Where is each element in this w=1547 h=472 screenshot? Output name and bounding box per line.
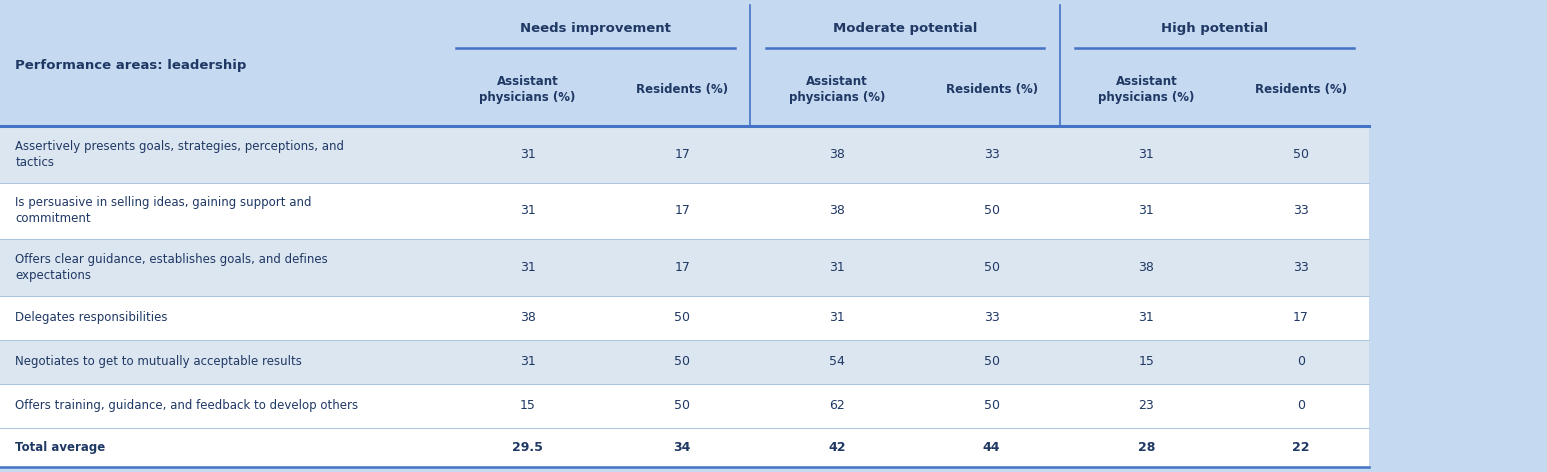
- Text: 15: 15: [1139, 355, 1154, 368]
- Text: 0: 0: [1296, 399, 1306, 412]
- Bar: [0, 295, 1369, 340]
- Text: 50: 50: [674, 355, 690, 368]
- Text: 28: 28: [1137, 441, 1156, 454]
- Text: 33: 33: [1293, 261, 1309, 274]
- Text: 29.5: 29.5: [512, 441, 543, 454]
- Text: Assistant
physicians (%): Assistant physicians (%): [480, 75, 575, 104]
- Text: 50: 50: [674, 399, 690, 412]
- Text: 50: 50: [984, 355, 999, 368]
- Text: Performance areas: leadership: Performance areas: leadership: [15, 59, 248, 72]
- Bar: [0, 5, 1369, 53]
- Text: 17: 17: [1293, 311, 1309, 324]
- Text: Moderate potential: Moderate potential: [832, 22, 978, 35]
- Text: 31: 31: [1139, 148, 1154, 161]
- Bar: [0, 126, 1369, 183]
- Bar: [0, 340, 1369, 384]
- Text: 17: 17: [674, 204, 690, 218]
- Text: Delegates responsibilities: Delegates responsibilities: [15, 311, 169, 324]
- Text: 31: 31: [520, 355, 535, 368]
- Text: 42: 42: [828, 441, 846, 454]
- Text: Total average: Total average: [15, 441, 105, 454]
- Text: Assistant
physicians (%): Assistant physicians (%): [1098, 75, 1194, 104]
- Text: Offers clear guidance, establishes goals, and defines
expectations: Offers clear guidance, establishes goals…: [15, 253, 328, 282]
- Text: 50: 50: [984, 399, 999, 412]
- Text: 50: 50: [984, 204, 999, 218]
- Text: 31: 31: [520, 204, 535, 218]
- Text: 22: 22: [1292, 441, 1310, 454]
- Text: Needs improvement: Needs improvement: [520, 22, 671, 35]
- Text: 23: 23: [1139, 399, 1154, 412]
- Text: 31: 31: [520, 261, 535, 274]
- Text: 17: 17: [674, 261, 690, 274]
- Bar: [0, 239, 1369, 295]
- Text: 31: 31: [829, 311, 845, 324]
- Text: 34: 34: [673, 441, 692, 454]
- Text: Residents (%): Residents (%): [945, 83, 1038, 96]
- Text: High potential: High potential: [1160, 22, 1269, 35]
- Text: 50: 50: [674, 311, 690, 324]
- Bar: [0, 183, 1369, 239]
- Text: 54: 54: [829, 355, 845, 368]
- Text: 62: 62: [829, 399, 845, 412]
- Bar: [0, 53, 1369, 126]
- Text: 33: 33: [984, 148, 999, 161]
- Text: 38: 38: [829, 204, 845, 218]
- Text: Is persuasive in selling ideas, gaining support and
commitment: Is persuasive in selling ideas, gaining …: [15, 196, 312, 226]
- Text: 38: 38: [829, 148, 845, 161]
- Text: 50: 50: [1293, 148, 1309, 161]
- Text: Negotiates to get to mutually acceptable results: Negotiates to get to mutually acceptable…: [15, 355, 302, 368]
- Text: Offers training, guidance, and feedback to develop others: Offers training, guidance, and feedback …: [15, 399, 359, 412]
- Text: 17: 17: [674, 148, 690, 161]
- Text: Residents (%): Residents (%): [636, 83, 729, 96]
- Text: 31: 31: [1139, 204, 1154, 218]
- Text: 38: 38: [520, 311, 535, 324]
- Text: 31: 31: [829, 261, 845, 274]
- Text: 50: 50: [984, 261, 999, 274]
- Text: Assertively presents goals, strategies, perceptions, and
tactics: Assertively presents goals, strategies, …: [15, 140, 345, 169]
- Text: Assistant
physicians (%): Assistant physicians (%): [789, 75, 885, 104]
- Text: 15: 15: [520, 399, 535, 412]
- Text: 44: 44: [982, 441, 1001, 454]
- Text: 31: 31: [520, 148, 535, 161]
- Text: 0: 0: [1296, 355, 1306, 368]
- Bar: [0, 428, 1369, 467]
- Text: 33: 33: [984, 311, 999, 324]
- Text: Residents (%): Residents (%): [1255, 83, 1347, 96]
- Text: 38: 38: [1139, 261, 1154, 274]
- Text: 33: 33: [1293, 204, 1309, 218]
- Bar: [0, 5, 441, 126]
- Text: 31: 31: [1139, 311, 1154, 324]
- Bar: [0, 384, 1369, 428]
